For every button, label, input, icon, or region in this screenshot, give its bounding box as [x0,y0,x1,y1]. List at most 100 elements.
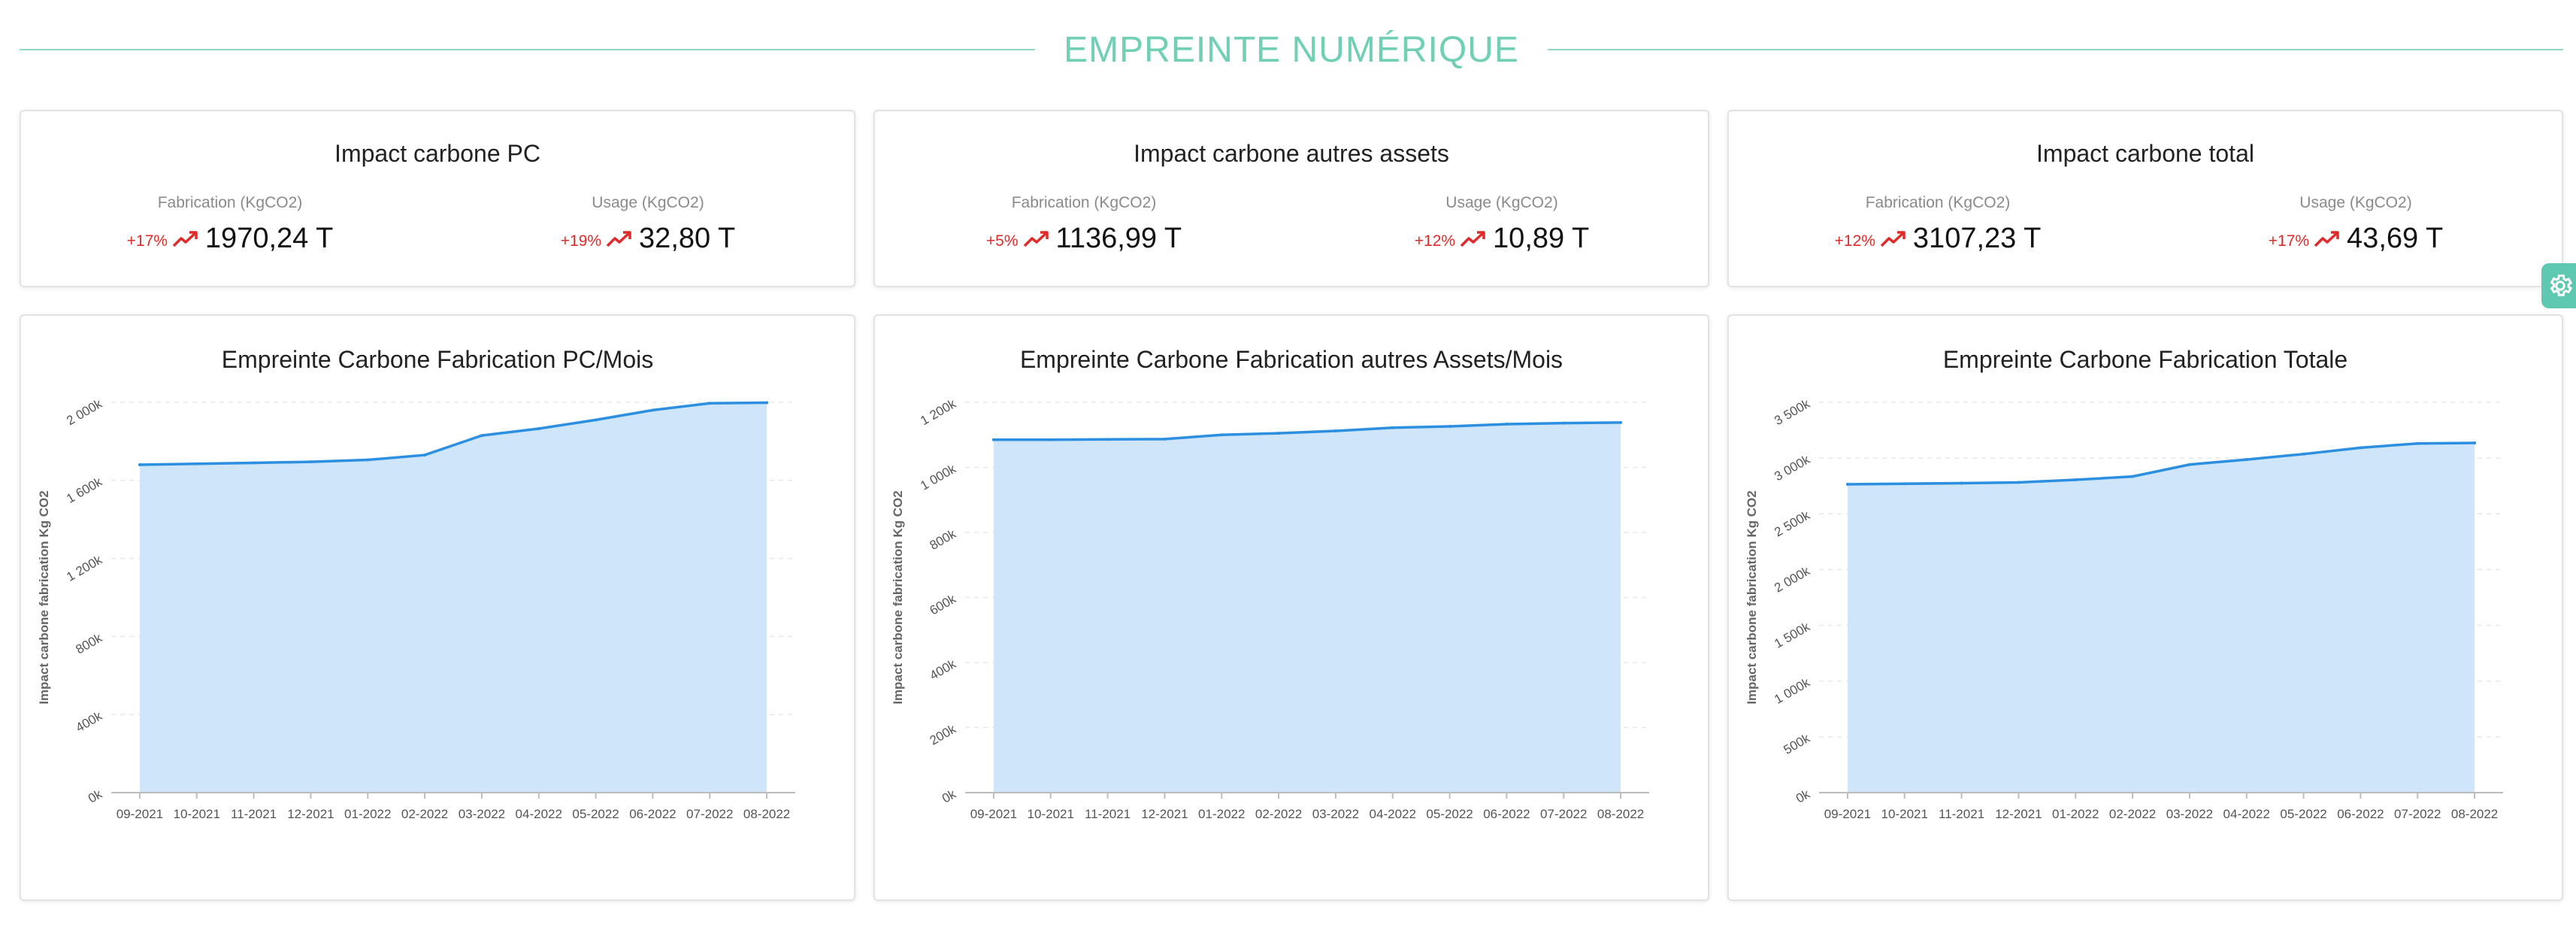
x-tick-label: 02-2022 [2109,807,2156,821]
kpi-card-other-assets: Impact carbone autres assets Fabrication… [873,110,1709,287]
x-tick-label: 07-2022 [686,807,733,821]
trending-up-icon [606,230,631,247]
data-point [138,463,141,467]
kpi-title: Impact carbone PC [334,140,540,167]
x-tick-label: 01-2022 [1198,807,1245,821]
x-tick-label: 05-2022 [572,807,619,821]
y-tick-label: 400k [74,708,105,735]
kpi-usage: Usage (KgCO2) +19% 32,80 T [439,194,857,255]
data-point [1391,426,1394,429]
x-tick-label: 07-2022 [1540,807,1587,821]
kpi-value: 1136,99 T [1055,223,1182,254]
y-tick-label: 800k [928,526,959,553]
x-tick-label: 03-2022 [2166,807,2213,821]
kpi-change-badge: +12% [1834,232,1875,250]
settings-tab[interactable] [2541,263,2576,308]
data-point [1333,429,1337,433]
data-point [1049,438,1052,441]
y-tick-label: 2 000k [64,396,104,428]
data-point [480,434,483,438]
kpi-value: 3107,23 T [1912,223,2042,254]
x-tick-label: 06-2022 [1483,807,1530,821]
y-tick-label: 0k [86,787,104,806]
kpi-label: Usage (KgCO2) [592,194,704,211]
y-tick-label: 200k [928,721,959,748]
data-point [765,401,769,405]
x-tick-label: 11-2021 [231,807,277,821]
data-point [1106,438,1109,441]
area-chart-total: 0k 500k 1 000k 1 500k 2 000k 2 500k 3 000k 3 50… [1745,396,2503,821]
series-line [1847,441,2475,486]
data-point [2245,458,2248,462]
x-tick-label: 12-2021 [1995,807,2042,821]
y-axis-title: Impact carbone fabrication Kg CO2 [37,490,51,704]
series-line [139,401,767,466]
data-point [195,462,198,465]
data-point [991,438,995,441]
chart-title: Empreinte Carbone Fabrication PC/Mois [221,346,654,373]
data-point [1163,437,1167,441]
area-chart-pc: 0k 400k 800k 1 200k 1 600k 2 000k Impact carbo… [37,396,795,821]
kpi-fabrication: Fabrication (KgCO2) +17% 1970,24 T [21,194,439,255]
trending-up-icon [1880,230,1906,247]
kpi-card-pc: Impact carbone PC Fabrication (KgCO2) +1… [20,110,855,287]
data-point [2017,481,2021,484]
x-tick-label: 07-2022 [2394,807,2441,821]
x-tick-label: 09-2021 [117,807,163,821]
kpi-title: Impact carbone autres assets [1134,140,1449,167]
kpi-value: 43,69 T [2347,223,2444,254]
series-area [1847,442,2475,793]
kpi-change-badge: +12% [1414,232,1456,250]
data-point [1845,482,1849,486]
y-tick-label: 500k [1781,731,1813,757]
kpi-fabrication: Fabrication (KgCO2) +12% 3107,23 T [1729,194,2147,255]
data-point [309,460,313,464]
data-point [252,461,256,465]
data-point [2473,441,2477,444]
kpi-fabrication: Fabrication (KgCO2) +5% 1136,99 T [875,194,1293,255]
data-point [1619,420,1623,424]
y-tick-label: 2 000k [1772,563,1812,595]
x-tick-label: 03-2022 [1312,807,1359,821]
data-point [2131,475,2135,478]
x-tick-label: 04-2022 [2223,807,2270,821]
data-point [594,418,598,422]
data-point [1277,432,1281,435]
x-tick-label: 02-2022 [401,807,448,821]
x-tick-label: 12-2021 [287,807,334,821]
x-tick-label: 12-2021 [1141,807,1188,821]
y-tick-label: 1 000k [918,461,958,493]
y-tick-label: 400k [928,657,959,683]
x-tick-label: 04-2022 [1370,807,1416,821]
y-tick-label: 1 000k [1772,675,1812,707]
chart-title: Empreinte Carbone Fabrication Totale [1942,346,2348,373]
y-tick-label: 800k [74,630,105,657]
y-tick-label: 1 500k [1772,620,1812,651]
x-tick-label: 01-2022 [344,807,391,821]
y-tick-label: 600k [928,591,959,617]
x-tick-label: 11-2021 [1085,807,1131,821]
kpi-label: Usage (KgCO2) [1445,194,1558,211]
page-title: EMPREINTE NUMÉRIQUE [1064,29,1519,70]
data-point [2187,462,2191,466]
data-point [2302,452,2305,456]
x-tick-label: 02-2022 [1255,807,1302,821]
section-header: EMPREINTE NUMÉRIQUE [20,23,2563,77]
kpi-label: Fabrication (KgCO2) [1865,194,2011,211]
kpi-change-badge: +17% [126,232,168,250]
x-tick-label: 11-2021 [1939,807,1984,821]
chart-card-total: Empreinte Carbone Fabrication Totale 0k 5… [1727,314,2563,901]
x-tick-label: 10-2021 [1028,807,1074,821]
x-tick-label: 05-2022 [2280,807,2326,821]
area-chart-other-assets: 0k 200k 400k 600k 800k 1 000k 1 200k Impact car… [891,396,1649,821]
trending-up-icon [1460,230,1485,247]
x-tick-label: 03-2022 [459,807,505,821]
y-axis-title: Impact carbone fabrication Kg CO2 [1745,490,1759,704]
data-point [1960,481,1963,485]
kpi-label: Fabrication (KgCO2) [157,194,303,211]
x-tick-label: 08-2022 [743,807,790,821]
y-axis-title: Impact carbone fabrication Kg CO2 [891,490,905,704]
data-point [708,402,712,405]
kpi-change-badge: +5% [985,232,1019,250]
data-point [1505,422,1509,426]
